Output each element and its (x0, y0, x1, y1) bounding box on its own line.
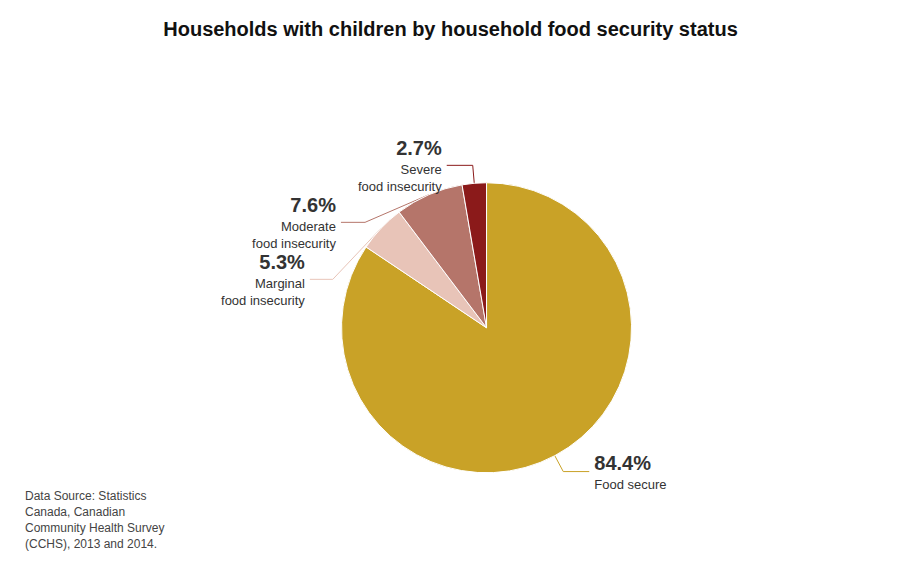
svg-text:Moderate: Moderate (281, 219, 336, 234)
svg-text:7.6%: 7.6% (290, 194, 336, 216)
svg-text:84.4%: 84.4% (594, 452, 651, 474)
svg-text:Community Health Survey: Community Health Survey (25, 521, 164, 535)
svg-text:food insecurity: food insecurity (358, 179, 442, 194)
svg-text:Food secure: Food secure (594, 477, 666, 492)
svg-text:Severe: Severe (401, 162, 442, 177)
svg-text:food insecurity: food insecurity (221, 293, 305, 308)
svg-text:(CCHS), 2013 and 2014.: (CCHS), 2013 and 2014. (25, 537, 157, 551)
svg-text:Data Source: Statistics: Data Source: Statistics (25, 489, 146, 503)
svg-text:2.7%: 2.7% (396, 137, 442, 159)
svg-text:Canada, Canadian: Canada, Canadian (25, 505, 125, 519)
svg-text:5.3%: 5.3% (259, 251, 305, 273)
svg-text:Households with children by ho: Households with children by household fo… (163, 18, 738, 40)
svg-text:Marginal: Marginal (255, 276, 305, 291)
svg-text:food insecurity: food insecurity (252, 236, 336, 251)
